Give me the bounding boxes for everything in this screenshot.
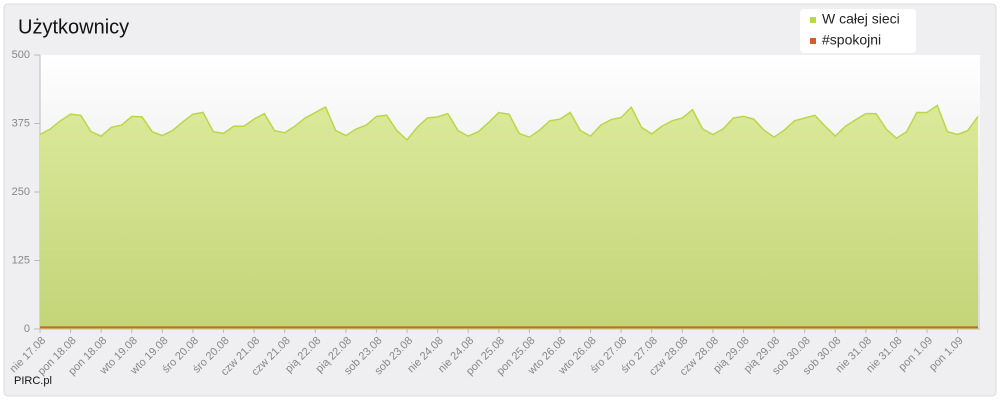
chart-title: Użytkownicy: [18, 16, 129, 38]
y-tick-label: 375: [12, 117, 30, 129]
legend-swatch: [810, 17, 816, 23]
y-tick-label: 500: [12, 49, 30, 61]
y-tick-label: 250: [12, 186, 30, 198]
area: [40, 105, 978, 330]
legend-swatch: [810, 38, 816, 44]
legend-label: W całej sieci: [822, 11, 900, 27]
line: [39, 104, 979, 141]
y-tick-label: 0: [24, 323, 30, 335]
footer: PIRC.pl: [14, 375, 52, 387]
y-tick-label: 125: [12, 254, 30, 266]
legend-label: #spokojni: [822, 32, 881, 48]
legend-box: [800, 9, 916, 53]
